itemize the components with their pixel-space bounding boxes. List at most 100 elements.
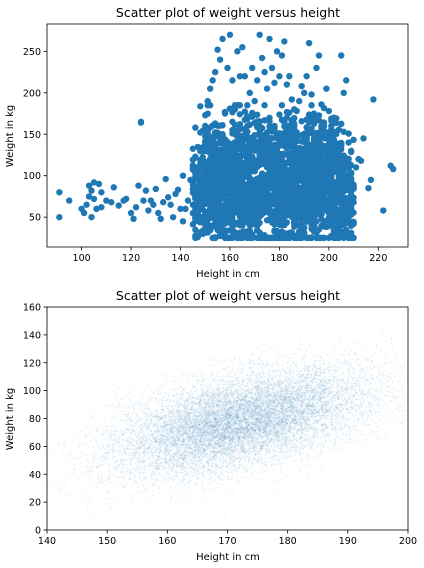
scatter-point [226, 105, 234, 112]
scatter-point [67, 466, 70, 469]
scatter-point [313, 234, 320, 242]
scatter-point [234, 48, 241, 55]
scatter-point [56, 189, 63, 196]
scatter-point [295, 399, 298, 402]
scatter-point [318, 222, 325, 230]
scatter-point [197, 171, 204, 179]
scatter-point [197, 103, 204, 110]
scatter-point [292, 411, 295, 414]
scatter-point [99, 444, 102, 447]
scatter-point [273, 48, 281, 55]
scatter-point [258, 464, 260, 467]
scatter-point [369, 387, 372, 390]
scatter-point [206, 171, 214, 178]
scatter-point [288, 96, 295, 103]
scatter-point [188, 430, 191, 433]
scatter-point [308, 441, 311, 443]
scatter-point [204, 215, 211, 223]
scatter-point [244, 122, 251, 130]
scatter-point [147, 496, 150, 499]
scatter-point [151, 506, 154, 508]
scatter-point [338, 120, 345, 128]
scatter-point [335, 229, 342, 236]
scatter-point [85, 193, 93, 200]
scatter-point [221, 214, 229, 221]
scatter-point [334, 386, 336, 389]
scatter-point [313, 165, 320, 172]
scatter-point [118, 453, 121, 456]
scatter-point [369, 400, 371, 403]
scatter-point [315, 183, 323, 190]
scatter-point [197, 165, 204, 172]
scatter-point [212, 432, 215, 434]
scatter-point [320, 406, 323, 408]
scatter-point [367, 372, 370, 375]
scatter-point [291, 145, 298, 152]
scatter-point [88, 213, 95, 221]
scatter-point [90, 195, 98, 203]
scatter-point [308, 102, 315, 109]
scatter-point [246, 217, 253, 225]
scatter-point [33, 488, 35, 490]
scatter-point [209, 177, 216, 184]
scatter-point [256, 122, 263, 130]
scatter-point [182, 205, 189, 213]
scatter-point [272, 374, 275, 377]
scatter-point [246, 227, 253, 234]
scatter-point [216, 162, 224, 170]
scatter-point [221, 483, 224, 486]
scatter-point [409, 374, 411, 376]
scatter-point [253, 77, 261, 84]
scatter-point [96, 443, 99, 445]
scatter-point [221, 178, 229, 186]
scatter-point [246, 89, 253, 97]
scatter-point [333, 147, 340, 155]
scatter-point [244, 164, 251, 171]
scatter-point [80, 209, 88, 217]
scatter-point [320, 199, 328, 207]
scatter-point [211, 131, 219, 138]
scatter-point [258, 54, 266, 62]
scatter-point [218, 442, 220, 444]
scatter-point [68, 494, 71, 497]
scatter-point [134, 475, 137, 477]
scatter-point [217, 400, 220, 403]
scatter-point [180, 482, 183, 485]
x-tick-label: 220 [369, 253, 387, 264]
scatter-point [328, 174, 335, 181]
scatter-point [212, 436, 215, 439]
scatter-point [340, 89, 347, 97]
scatter-point [277, 424, 280, 427]
scatter-point [318, 159, 325, 167]
scatter-point [177, 462, 180, 465]
scatter-point [297, 470, 299, 473]
scatter-point [304, 352, 307, 355]
scatter-point [291, 200, 298, 208]
scatter-point [94, 454, 97, 456]
chart-1-x-ticks: 100 120 140 160 180 200 220 [73, 247, 387, 264]
scatter-point [301, 400, 304, 402]
scatter-point [150, 395, 153, 397]
scatter-point [103, 197, 110, 204]
scatter-point [236, 138, 244, 145]
scatter-point [366, 349, 369, 351]
scatter-point [132, 204, 140, 211]
scatter-point [189, 201, 197, 208]
scatter-point [88, 459, 90, 462]
scatter-point [288, 157, 295, 165]
scatter-point [330, 157, 338, 164]
scatter-point [398, 409, 401, 412]
scatter-point [256, 31, 263, 38]
scatter-point [256, 156, 263, 163]
scatter-point [379, 418, 382, 421]
scatter-point [256, 189, 263, 197]
scatter-point [269, 438, 272, 441]
scatter-point [119, 473, 122, 475]
scatter-point [288, 171, 295, 179]
scatter-point [117, 458, 119, 461]
scatter-point [258, 132, 266, 139]
scatter-point [197, 219, 204, 226]
scatter-point [333, 216, 340, 224]
scatter-point [395, 335, 397, 338]
